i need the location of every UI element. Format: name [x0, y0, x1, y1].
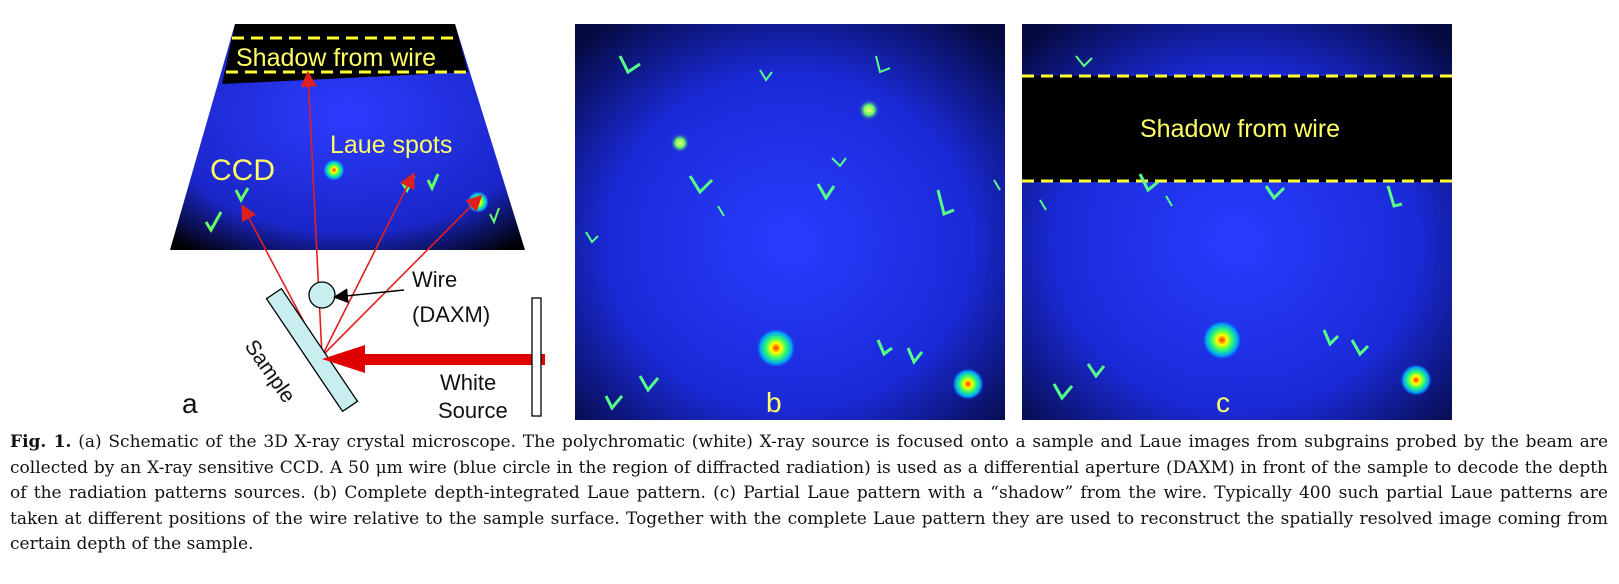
- caption-text: (a) Schematic of the 3D X-ray crystal mi…: [10, 432, 1608, 554]
- laue-streak: [816, 183, 836, 201]
- laue-streak: [1322, 329, 1340, 347]
- wire-shadow-band: [1022, 76, 1452, 182]
- laue-streak: [638, 375, 660, 393]
- laue-streak: [831, 157, 847, 168]
- figure-1: Shadow from wire CCD Laue spots Wire (DA…: [170, 24, 1452, 423]
- laue-streak: [1052, 383, 1074, 401]
- laue-spot: [952, 368, 984, 400]
- laue-streak: [688, 175, 714, 195]
- laue-streak: [1138, 173, 1159, 193]
- laue-streak: [876, 339, 893, 357]
- sample-slab: [265, 287, 359, 413]
- laue-streak: [204, 211, 223, 233]
- ccd-label: CCD: [210, 154, 275, 187]
- shadow-from-wire-label-c: Shadow from wire: [1140, 115, 1340, 143]
- panel-letter-a: a: [182, 388, 198, 419]
- laue-streak: [1165, 195, 1173, 207]
- laue-streak: [759, 69, 773, 82]
- diffracted-rays: [241, 70, 483, 357]
- white-label: White: [440, 370, 496, 395]
- source-label: Source: [438, 398, 508, 423]
- panel-letter-c: c: [1216, 387, 1230, 418]
- laue-spot: [1202, 320, 1242, 360]
- laue-spot: [1400, 364, 1432, 396]
- laue-streak: [906, 347, 924, 365]
- laue-streak: [936, 189, 955, 217]
- daxm-label: (DAXM): [412, 302, 490, 327]
- source-plate: [531, 297, 542, 417]
- panel-a: Shadow from wire CCD Laue spots Wire (DA…: [170, 24, 545, 423]
- wire-pointer-arrow: [333, 288, 405, 304]
- laue-streak: [717, 205, 725, 217]
- incident-beam-arrow: [322, 345, 545, 373]
- laue-streak: [604, 395, 624, 411]
- laue-spots-label: Laue spots: [330, 131, 452, 159]
- figure-label: Fig. 1.: [10, 432, 72, 452]
- laue-streak: [426, 173, 440, 192]
- laue-streak: [234, 187, 250, 204]
- panel-c: Shadow from wire c: [1022, 24, 1452, 420]
- shadow-from-wire-label-a: Shadow from wire: [236, 44, 436, 72]
- laue-spot: [858, 99, 880, 121]
- ray: [321, 172, 415, 357]
- laue-streak: [1350, 339, 1370, 357]
- laue-spot: [756, 328, 796, 368]
- figure-caption: Fig. 1. (a) Schematic of the 3D X-ray cr…: [10, 430, 1608, 558]
- wire-circle: [308, 281, 336, 309]
- ray: [321, 194, 483, 357]
- laue-spot: [323, 159, 345, 181]
- laue-streak: [618, 55, 641, 75]
- laue-streak: [1039, 199, 1047, 211]
- panel-b: b: [575, 24, 1005, 420]
- laue-streak: [1086, 363, 1106, 379]
- laue-streak: [585, 231, 599, 244]
- laue-streak: [875, 55, 891, 74]
- laue-streak: [1264, 185, 1286, 201]
- laue-streak: [1386, 185, 1403, 208]
- sample-label: Sample: [240, 336, 300, 408]
- laue-streak: [1075, 55, 1093, 68]
- laue-streak: [489, 207, 500, 225]
- wire-label: Wire: [412, 267, 457, 292]
- panel-letter-b: b: [766, 387, 782, 418]
- ray: [300, 70, 323, 357]
- laue-spot: [670, 133, 690, 153]
- laue-spot: [467, 191, 489, 213]
- laue-streak: [993, 179, 1001, 191]
